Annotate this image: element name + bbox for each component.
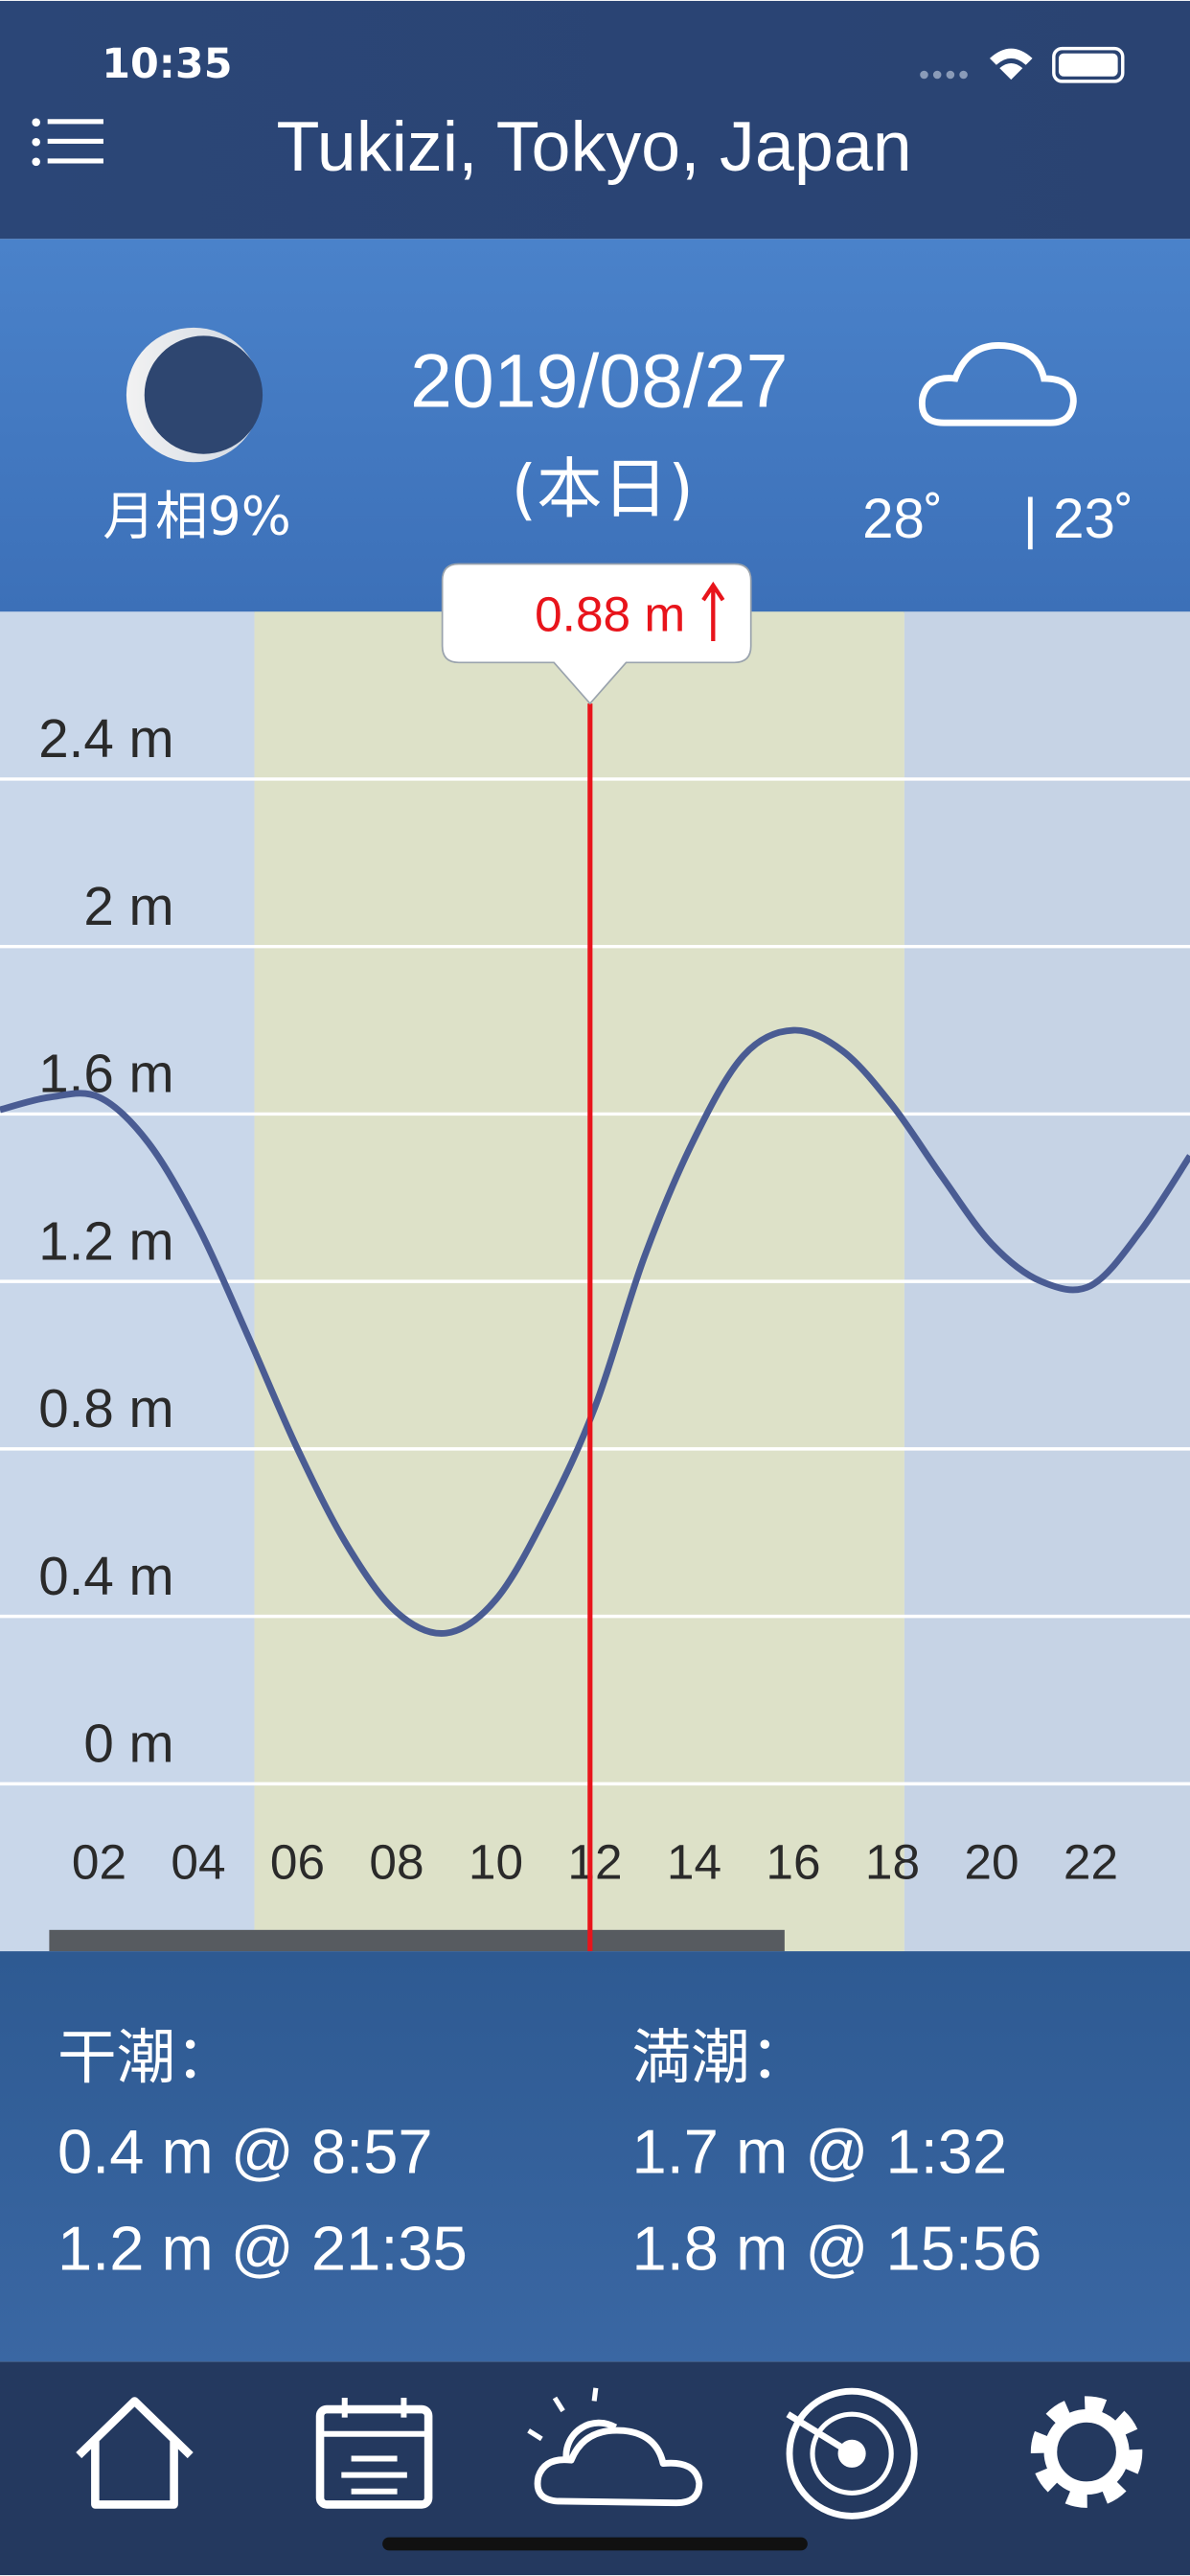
tooltip-arrow xyxy=(701,581,725,642)
status-time: 10:35 xyxy=(102,40,232,88)
x-tick-label: 10 xyxy=(469,1834,523,1890)
date: 2019/08/27 xyxy=(410,338,788,423)
location-title: Tukizi, Tokyo, Japan xyxy=(277,106,912,186)
y-tick-label: 0.8 m xyxy=(38,1378,173,1438)
low-tide: 0.4 m @ 8:57 xyxy=(57,2116,433,2186)
x-tick-label: 20 xyxy=(964,1834,1018,1890)
x-tick-label: 02 xyxy=(72,1834,126,1890)
tab-weather[interactable] xyxy=(527,2387,703,2507)
low-tide-label: 干潮： xyxy=(57,2023,235,2092)
x-tick-label: 12 xyxy=(567,1834,622,1890)
tab-home[interactable] xyxy=(76,2397,194,2509)
y-tick-label: 0.4 m xyxy=(38,1546,173,1606)
weather-icon xyxy=(918,342,1077,426)
today-label: (本日) xyxy=(511,451,694,528)
tab-radar[interactable] xyxy=(786,2387,918,2519)
tab-settings[interactable] xyxy=(1030,2396,1143,2508)
menu-button[interactable] xyxy=(32,118,103,167)
scrollbar[interactable] xyxy=(49,1929,785,1952)
tide-chart: 0 m0.4 m0.8 m1.2 m1.6 m2 m2.4 m02 04 06 08 1… xyxy=(0,708,1190,1890)
y-tick-label: 0 m xyxy=(83,1714,173,1774)
y-tick-label: 2.4 m xyxy=(38,708,173,769)
tooltip-box xyxy=(441,563,752,705)
moon-phase: 月相9% xyxy=(103,485,291,546)
x-tick-label: 04 xyxy=(171,1834,225,1890)
high-tide: 1.8 m @ 15:56 xyxy=(632,2213,1042,2283)
high-tide-label: 満潮： xyxy=(632,2023,810,2092)
status-icons xyxy=(920,46,1125,83)
tooltip-value: 0.88 m xyxy=(535,586,685,642)
x-tick-label: 16 xyxy=(766,1834,820,1890)
x-tick-label: 14 xyxy=(667,1834,721,1890)
header-bg xyxy=(0,0,1190,240)
high-tide: 1.7 m @ 1:32 xyxy=(632,2116,1008,2186)
moon-icon xyxy=(126,327,263,463)
tide-marker: 0.88 m xyxy=(441,563,752,1952)
x-tick-label: 18 xyxy=(865,1834,920,1890)
temp-high: 28˚ xyxy=(862,488,943,550)
temp-low: | 23˚ xyxy=(1023,488,1133,550)
y-tick-label: 1.2 m xyxy=(38,1210,173,1271)
tab-calendar[interactable] xyxy=(315,2398,433,2509)
x-tick-label: 22 xyxy=(1064,1834,1118,1890)
x-tick-label: 06 xyxy=(270,1834,325,1890)
x-tick-label: 08 xyxy=(369,1834,423,1890)
y-tick-label: 2 m xyxy=(83,876,173,936)
tide-info-bg xyxy=(0,1951,1190,2362)
home-indicator xyxy=(382,2537,808,2551)
low-tide: 1.2 m @ 21:35 xyxy=(57,2213,468,2283)
